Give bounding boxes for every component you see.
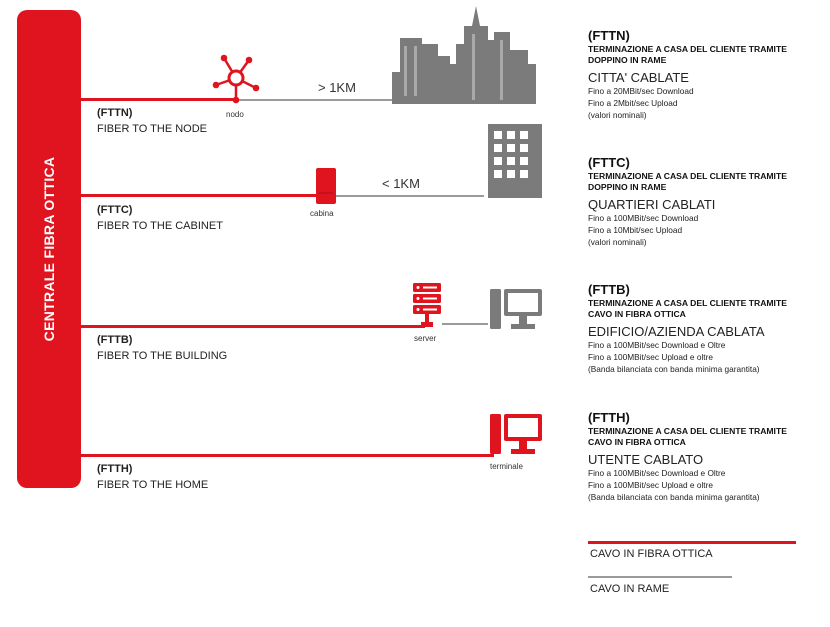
copper-line-fttn: [238, 99, 394, 101]
legend-code: (FTTB): [588, 282, 630, 297]
row-code-ftth: (FTTH): [97, 463, 133, 475]
key-fiber-swatch: [588, 541, 796, 544]
legend-detail: (valori nominali): [588, 110, 647, 120]
legend-detail: Fino a 100MBit/sec Upload e oltre: [588, 352, 713, 362]
row-code-fttc: (FTTC): [97, 204, 133, 216]
legend-detail: Fino a 100MBit/sec Download: [588, 213, 699, 223]
legend-termination-line: DOPPINO IN RAME: [588, 55, 667, 65]
central-office-bar: CENTRALE FIBRA OTTICA: [17, 10, 81, 488]
key-copper-swatch: [588, 576, 732, 578]
node-icon: [212, 54, 260, 104]
legend-code: (FTTH): [588, 410, 630, 425]
legend-code: (FTTC): [588, 155, 630, 170]
legend-detail: (Banda bilanciata con banda minima garan…: [588, 492, 760, 502]
row-name-fttc: FIBER TO THE CABINET: [97, 220, 223, 232]
key-copper-label: CAVO IN RAME: [590, 583, 670, 595]
row-code-fttb: (FTTB): [97, 334, 133, 346]
node-label: nodo: [226, 110, 244, 119]
terminal-label: terminale: [490, 462, 523, 471]
legend-block-fttn: (FTTN) TERMINAZIONE A CASA DEL CLIENTE T…: [588, 28, 828, 121]
legend-detail: Fino a 100MBit/sec Download e Oltre: [588, 340, 726, 350]
row-name-fttn: FIBER TO THE NODE: [97, 123, 208, 135]
key-fiber-label: CAVO IN FIBRA OTTICA: [590, 548, 713, 560]
legend-termination-line: TERMINAZIONE A CASA DEL CLIENTE TRAMITE: [588, 44, 787, 54]
legend-detail: Fino a 100MBit/sec Upload e oltre: [588, 480, 713, 490]
copper-line-fttc: [334, 195, 484, 197]
legend-detail: (Banda bilanciata con banda minima garan…: [588, 364, 760, 374]
legend-termination-line: CAVO IN FIBRA OTTICA: [588, 309, 686, 319]
terminal-computer-icon: [490, 414, 542, 454]
legend-type: CITTA' CABLATE: [588, 70, 689, 85]
distance-fttc: < 1KM: [382, 176, 420, 191]
row-name-fttb: FIBER TO THE BUILDING: [97, 350, 228, 362]
office-building-icon: [488, 124, 542, 198]
cabinet-label: cabina: [310, 209, 334, 218]
legend-termination-line: TERMINAZIONE A CASA DEL CLIENTE TRAMITE: [588, 171, 787, 181]
server-icon: [413, 283, 441, 327]
legend-termination-line: TERMINAZIONE A CASA DEL CLIENTE TRAMITE: [588, 426, 787, 436]
legend-type: EDIFICIO/AZIENDA CABLATA: [588, 324, 765, 339]
legend-block-fttc: (FTTC) TERMINAZIONE A CASA DEL CLIENTE T…: [588, 155, 828, 248]
legend-type: UTENTE CABLATO: [588, 452, 704, 467]
server-label: server: [414, 334, 437, 343]
legend-block-fttb: (FTTB) TERMINAZIONE A CASA DEL CLIENTE T…: [588, 282, 828, 375]
legend-block-ftth: (FTTH) TERMINAZIONE A CASA DEL CLIENTE T…: [588, 410, 828, 503]
legend-detail: Fino a 2Mbit/sec Upload: [588, 98, 678, 108]
fiber-line-fttb: [81, 325, 425, 328]
fiber-line-ftth: [81, 454, 494, 457]
legend-termination-line: CAVO IN FIBRA OTTICA: [588, 437, 686, 447]
row-name-ftth: FIBER TO THE HOME: [97, 479, 209, 491]
legend-detail: Fino a 10Mbit/sec Upload: [588, 225, 683, 235]
central-office-label: CENTRALE FIBRA OTTICA: [41, 156, 57, 342]
cabinet-icon: [316, 168, 336, 204]
copper-line-fttb: [442, 323, 488, 325]
legend-termination-line: TERMINAZIONE A CASA DEL CLIENTE TRAMITE: [588, 298, 787, 308]
city-skyline-icon: [392, 6, 536, 104]
row-code-fttn: (FTTN): [97, 107, 133, 119]
legend-detail: Fino a 20MBit/sec Download: [588, 86, 694, 96]
fiber-line-fttn: [81, 98, 238, 101]
legend-detail: Fino a 100MBit/sec Download e Oltre: [588, 468, 726, 478]
distance-fttn: > 1KM: [318, 80, 356, 95]
legend-type: QUARTIERI CABLATI: [588, 197, 716, 212]
fiber-line-fttc: [81, 194, 317, 197]
legend-termination-line: DOPPINO IN RAME: [588, 182, 667, 192]
desktop-computer-icon-grey: [490, 289, 542, 329]
legend-code: (FTTN): [588, 28, 630, 43]
legend-detail: (valori nominali): [588, 237, 647, 247]
